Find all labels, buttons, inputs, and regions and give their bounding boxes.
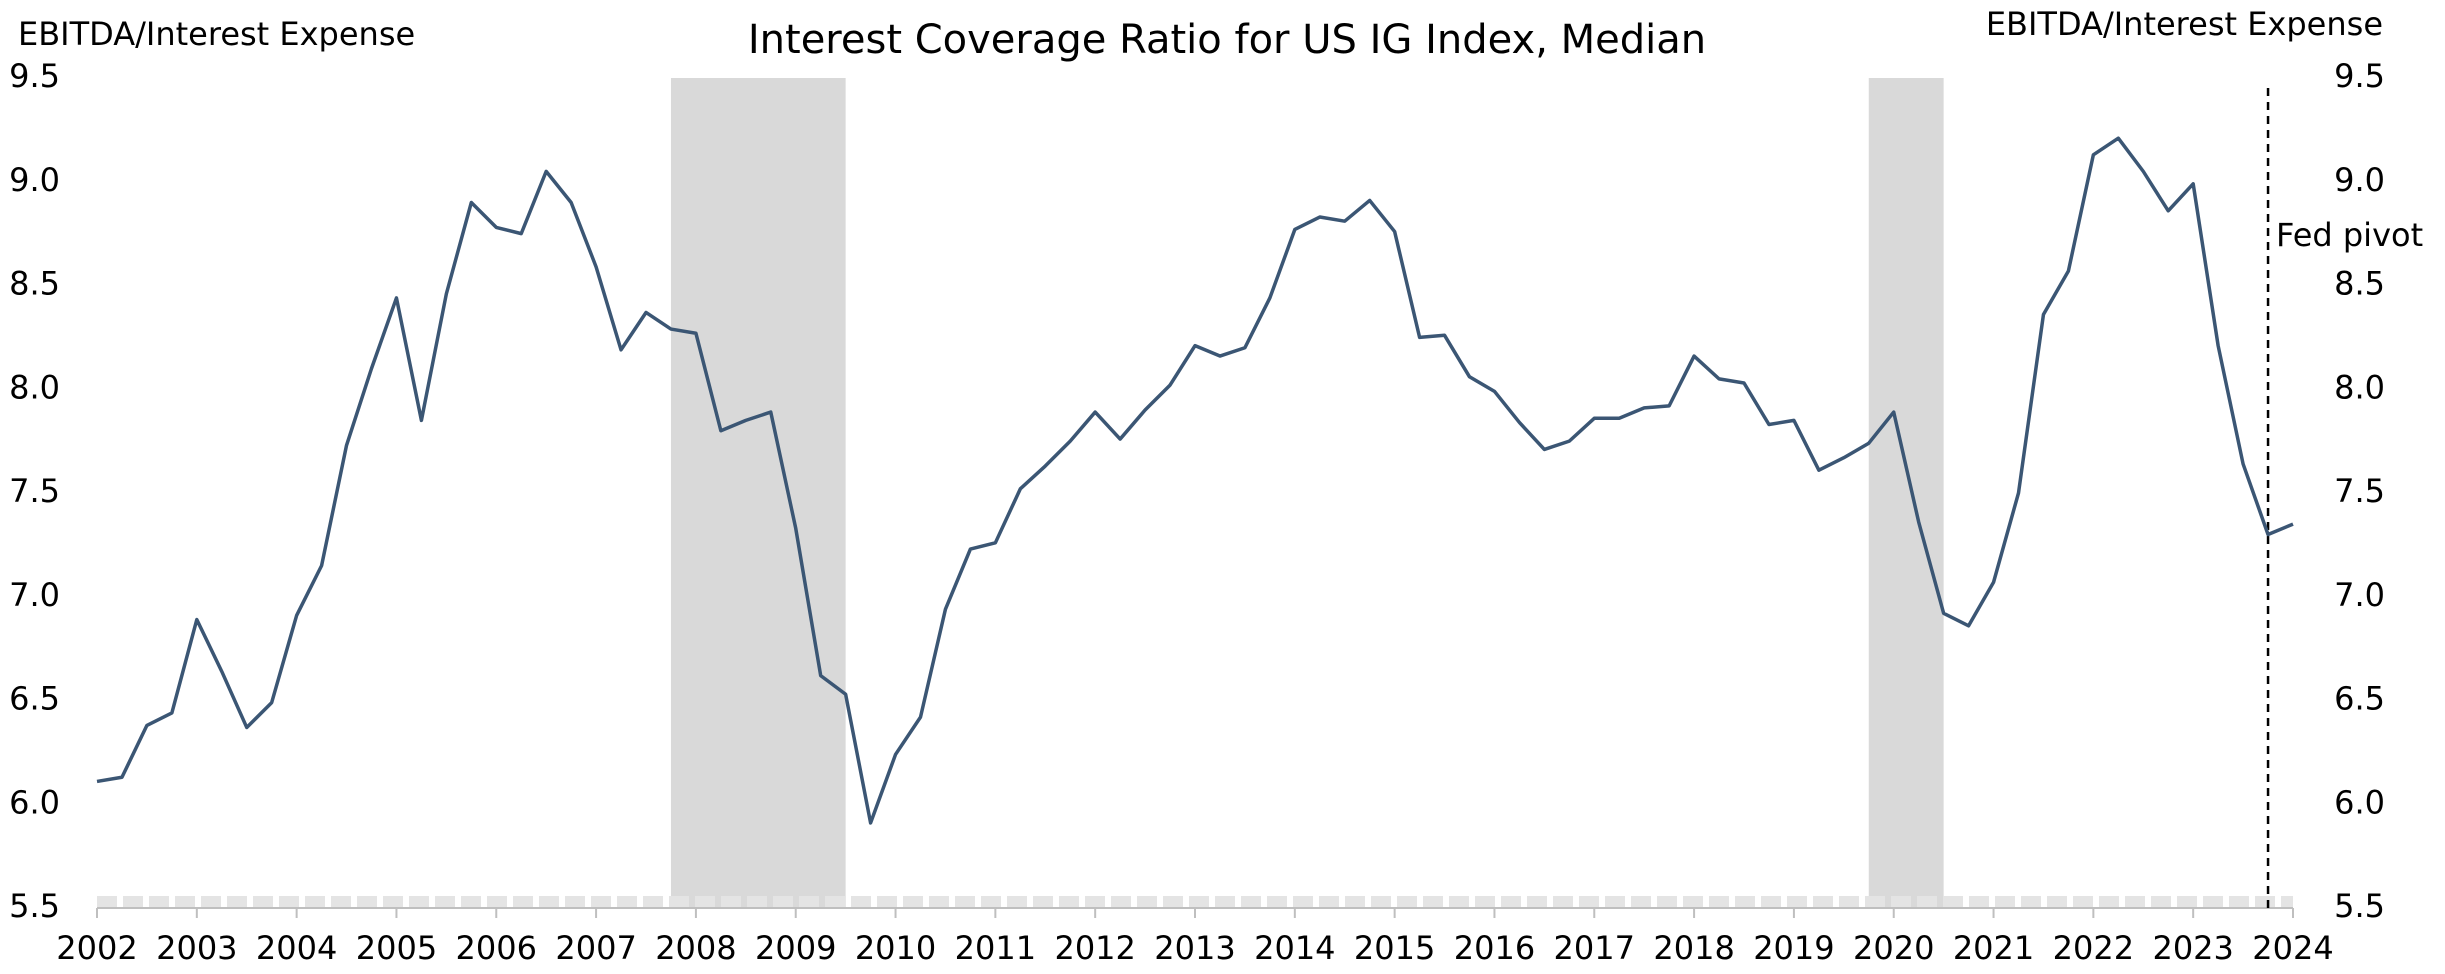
y2-tick-label: 6.5	[2334, 680, 2385, 718]
chart-title: Interest Coverage Ratio for US IG Index,…	[748, 17, 1706, 63]
y2-tick-label: 9.0	[2334, 161, 2385, 199]
y-tick-label: 5.5	[9, 887, 60, 925]
series-line	[96, 136, 2294, 825]
x-tick-label: 2021	[1953, 929, 2034, 967]
x-tick-label: 2008	[655, 929, 736, 967]
x-tick-label: 2013	[1154, 929, 1235, 967]
x-tick-label: 2003	[156, 929, 237, 967]
y-tick-label: 9.0	[9, 161, 60, 199]
y-tick-label: 8.0	[9, 368, 60, 406]
y-tick-label: 7.0	[9, 576, 60, 614]
annotation: Fed pivot	[2276, 216, 2423, 254]
y-tick-label: 7.5	[9, 472, 60, 510]
x-tick-label: 2009	[755, 929, 836, 967]
recession-band	[670, 78, 846, 908]
y2-tick-label: 8.5	[2334, 265, 2385, 303]
x-tick-label: 2011	[955, 929, 1036, 967]
x-tick-label: 2007	[555, 929, 636, 967]
x-tick-label: 2010	[855, 929, 936, 967]
x-tick-label: 2012	[1054, 929, 1135, 967]
x-tick-label: 2014	[1254, 929, 1335, 967]
y2-tick-label: 9.5	[2334, 57, 2385, 95]
x-tick-label: 2005	[356, 929, 437, 967]
x-tick-label: 2020	[1853, 929, 1934, 967]
y2-axis-label: EBITDA/Interest Expense	[1986, 5, 2383, 43]
y2-tick-label: 5.5	[2334, 887, 2385, 925]
y-tick-label: 6.5	[9, 680, 60, 718]
y2-tick-label: 7.0	[2334, 576, 2385, 614]
x-tick-label: 2017	[1554, 929, 1635, 967]
x-tick-label: 2023	[2152, 929, 2233, 967]
x-tick-label: 2015	[1354, 929, 1435, 967]
y-tick-label: 9.5	[9, 57, 60, 95]
y2-tick-label: 6.0	[2334, 783, 2385, 821]
x-tick-label: 2019	[1753, 929, 1834, 967]
x-tick-label: 2016	[1454, 929, 1535, 967]
y-tick-label: 6.0	[9, 783, 60, 821]
x-tick-label: 2002	[56, 929, 137, 967]
x-tick-label: 2006	[456, 929, 537, 967]
y2-tick-label: 7.5	[2334, 472, 2385, 510]
recession-band	[1868, 78, 1944, 908]
y-axis-label: EBITDA/Interest Expense	[18, 15, 415, 53]
x-tick-label: 2022	[2053, 929, 2134, 967]
x-tick-label: 2018	[1653, 929, 1734, 967]
y2-tick-label: 8.0	[2334, 368, 2385, 406]
y-tick-label: 8.5	[9, 265, 60, 303]
x-tick-label: 2024	[2252, 929, 2333, 967]
x-tick-label: 2004	[256, 929, 337, 967]
